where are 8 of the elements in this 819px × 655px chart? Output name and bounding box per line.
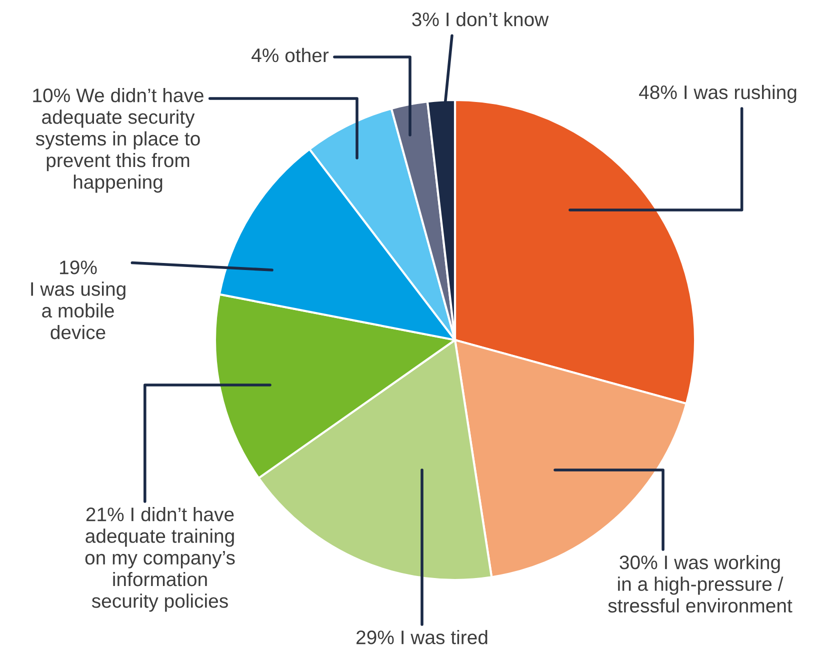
slice-label: 3% I don’t know: [412, 12, 549, 26]
slice-label: 4% other: [252, 48, 329, 62]
slice-label: 30% I was working in a high-pressure / stressful environment: [608, 555, 792, 613]
slice-label: 10% We didn’t have adequate security systems in place to prevent this from happening: [33, 88, 204, 193]
slice-label: 21% I didn’t have adequate training on my company’s information security policies: [85, 507, 235, 612]
slice-label: 48% I was rushing: [639, 84, 796, 103]
slice-label: 29% I was tired: [356, 630, 488, 644]
slice-label: 19% I was using a mobile device: [31, 260, 126, 340]
